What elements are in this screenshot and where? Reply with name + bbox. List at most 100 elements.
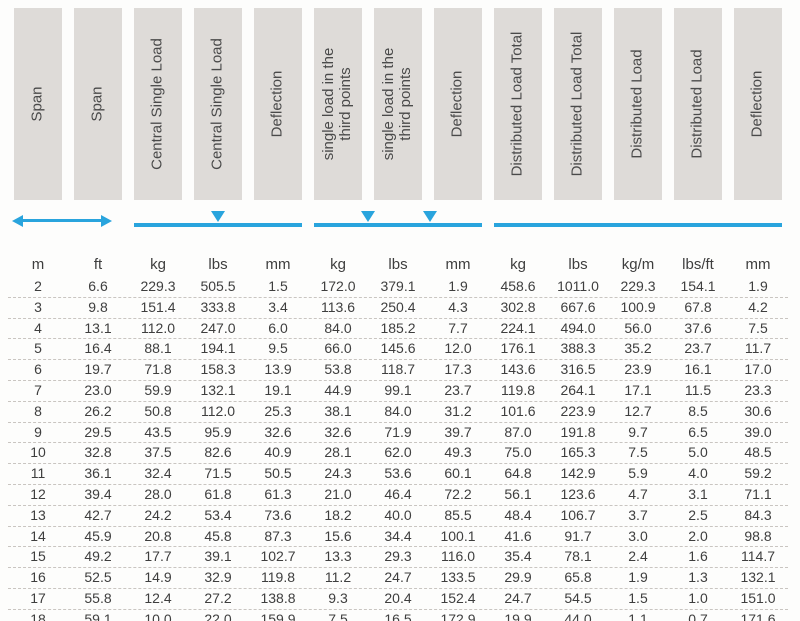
table-cell: 302.8 [500,298,536,315]
table-cell: 85.5 [444,506,472,523]
table-cell: 247.0 [200,319,236,336]
beam-line [134,223,302,227]
arrowhead-left-icon [12,214,23,227]
table-cell: 20.4 [384,589,412,606]
header-box: Distributed Load [614,8,662,200]
unit-label: kg [150,256,166,273]
table-cell: 5.9 [628,465,648,482]
table-row: 13 42.7 24.2 53.4 73.6 18.2 40.0 85.5 48.4 106.7 3… [8,506,788,527]
table-cell: 1.9 [628,569,648,586]
table-cell: 48.5 [744,444,772,461]
table-cell: 3.7 [628,506,648,523]
table-cell: 11.7 [744,340,772,357]
table-cell: 16.5 [384,610,412,621]
table-cell: 229.3 [140,278,176,294]
table-cell: 5.0 [688,444,708,461]
table-cell: 32.9 [204,569,232,586]
table-cell: 118.7 [381,361,415,378]
table-row: 3 9.8 151.4 333.8 3.4 113.6 250.4 4.3 302.8 667.6… [8,298,788,319]
table-cell: 1.9 [748,278,768,294]
table-row: 2 6.6 229.3 505.5 1.5 172.0 379.1 1.9 458.6 1011.… [8,277,788,298]
table-cell: 41.6 [504,527,532,544]
table-cell: 19.7 [84,361,112,378]
table-cell: 4 [34,319,42,336]
table-cell: 84.0 [384,402,412,419]
table-cell: 16 [30,569,46,586]
table-cell: 7.5 [628,444,648,461]
table-cell: 75.0 [504,444,532,461]
table-cell: 667.6 [560,298,596,315]
table-cell: 13.3 [324,548,352,565]
table-cell: 60.1 [444,465,472,482]
table-cell: 3.1 [688,485,708,502]
table-cell: 31.2 [444,402,472,419]
table-cell: 9.7 [628,423,648,440]
column-header-label: Deflection [748,70,766,138]
table-cell: 23.7 [444,381,472,398]
table-cell: 2.4 [628,548,648,565]
table-cell: 53.4 [204,506,232,523]
table-cell: 16.4 [84,340,112,357]
table-cell: 102.7 [260,548,296,565]
table-cell: 264.1 [560,381,596,398]
unit-label: mm [265,256,291,273]
table-cell: 56.0 [624,319,652,336]
table-cell: 114.7 [741,548,775,565]
table-cell: 39.7 [444,423,472,440]
table-cell: 172.0 [320,278,356,294]
table-cell: 132.1 [200,381,236,398]
table-cell: 19.9 [504,610,532,621]
table-cell: 6.5 [688,423,708,440]
table-cell: 71.5 [204,465,232,482]
table-cell: 24.3 [324,465,352,482]
table-cell: 6 [34,361,42,378]
table-cell: 1.9 [448,278,468,294]
table-cell: 132.1 [740,569,776,586]
table-cell: 32.6 [324,423,352,440]
table-cell: 27.2 [204,589,232,606]
column-header-label: Central Single Load [148,38,166,170]
table-cell: 72.2 [444,485,472,502]
table-cell: 14 [30,527,46,544]
table-cell: 3.0 [628,527,648,544]
table-cell: 2.0 [688,527,708,544]
table-cell: 143.6 [500,361,536,378]
table-cell: 229.3 [620,278,656,294]
table-cell: 40.0 [384,506,412,523]
unit-label: kg [510,256,526,273]
table-cell: 61.3 [264,485,292,502]
table-cell: 191.8 [560,423,596,440]
header-cell: Span [8,8,68,200]
table-cell: 49.2 [84,548,112,565]
header-box: Span [74,8,122,200]
table-cell: 39.0 [744,423,772,440]
table-cell: 7 [34,381,42,398]
table-cell: 12.0 [444,340,472,357]
table-row: 9 29.5 43.5 95.9 32.6 32.6 71.9 39.7 87.0 191.8 9.… [8,423,788,444]
table-cell: 23.7 [684,340,712,357]
table-cell: 34.4 [384,527,412,544]
column-header-label: Span [88,86,106,122]
table-cell: 32.8 [84,444,112,461]
table-cell: 98.8 [744,527,772,544]
table-cell: 119.8 [501,381,535,398]
table-cell: 21.0 [324,485,352,502]
table-cell: 42.7 [84,506,112,523]
table-cell: 32.6 [264,423,292,440]
table-cell: 18 [30,610,46,621]
column-header-label: Span [28,86,46,122]
table-row: 11 36.1 32.4 71.5 50.5 24.3 53.6 60.1 64.8 142.9 5… [8,464,788,485]
table-row: 12 39.4 28.0 61.8 61.3 21.0 46.4 72.2 56.1 123.6 4… [8,485,788,506]
table-cell: 50.5 [264,465,292,482]
table-cell: 84.0 [324,319,352,336]
header-cell: Deflection [248,8,308,200]
beam-line [494,223,782,227]
table-cell: 17.7 [144,548,172,565]
table-cell: 379.1 [380,278,416,294]
unit-label: mm [445,256,471,273]
table-cell: 159.9 [260,610,296,621]
table-cell: 7.7 [448,319,468,336]
table-cell: 59.2 [744,465,772,482]
header-box: Distributed Load Total [554,8,602,200]
table-cell: 4.0 [688,465,708,482]
